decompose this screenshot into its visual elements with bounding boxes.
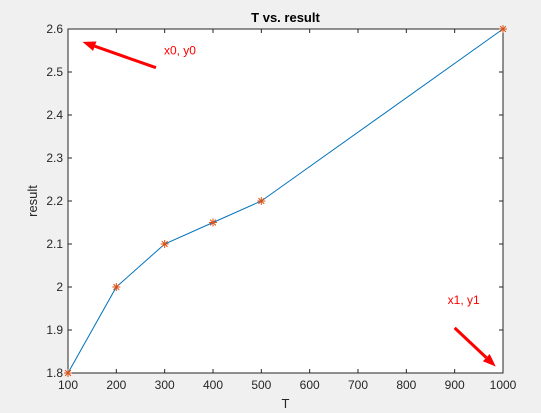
y-tick-label: 2.2 bbox=[46, 194, 63, 208]
data-point bbox=[64, 369, 72, 377]
x-tick-label: 100 bbox=[58, 378, 78, 392]
y-axis-label: result bbox=[25, 185, 40, 217]
series-layer bbox=[64, 25, 507, 377]
x-axis-label: T bbox=[282, 396, 290, 411]
y-tick-label: 1.8 bbox=[46, 366, 63, 380]
x-tick-label: 400 bbox=[203, 378, 223, 392]
x-tick-label: 600 bbox=[300, 378, 320, 392]
data-point bbox=[112, 283, 121, 291]
annotation-arrow-head bbox=[82, 41, 97, 51]
annotation-arrow-head bbox=[482, 353, 496, 367]
annotation-label: x1, y1 bbox=[448, 293, 480, 307]
x-tick-label: 500 bbox=[251, 378, 271, 392]
y-tick-label: 2.5 bbox=[46, 65, 63, 79]
y-tick-label: 2 bbox=[56, 280, 63, 294]
x-tick-label: 800 bbox=[396, 378, 416, 392]
x-tick-label: 300 bbox=[155, 378, 175, 392]
series-line bbox=[67, 28, 504, 374]
annotation-label: x0, y0 bbox=[164, 44, 196, 58]
y-tick-label: 2.3 bbox=[46, 151, 63, 165]
y-tick-label: 1.9 bbox=[46, 323, 63, 337]
y-tick-label: 2.6 bbox=[46, 22, 63, 36]
y-tick-label: 2.4 bbox=[46, 108, 63, 122]
ticks-layer: 100 200 300 400 500 600 700 800 900 1000 1.8 1.9 2 2.… bbox=[46, 22, 516, 392]
annotations-layer: x0, y0 x1, y1 bbox=[82, 41, 496, 367]
x-tick-label: 700 bbox=[348, 378, 368, 392]
data-point bbox=[499, 25, 507, 33]
data-point bbox=[160, 240, 169, 248]
plot-area bbox=[67, 28, 504, 374]
chart-title: T vs. result bbox=[251, 10, 320, 25]
x-tick-label: 900 bbox=[445, 378, 465, 392]
annotation-arrow-shaft bbox=[453, 326, 488, 359]
y-tick-label: 2.1 bbox=[46, 237, 63, 251]
x-tick-label: 1000 bbox=[490, 378, 517, 392]
data-point bbox=[257, 197, 266, 205]
data-point bbox=[209, 218, 217, 227]
annotation-arrow-shaft bbox=[94, 44, 157, 70]
x-tick-label: 200 bbox=[106, 378, 126, 392]
